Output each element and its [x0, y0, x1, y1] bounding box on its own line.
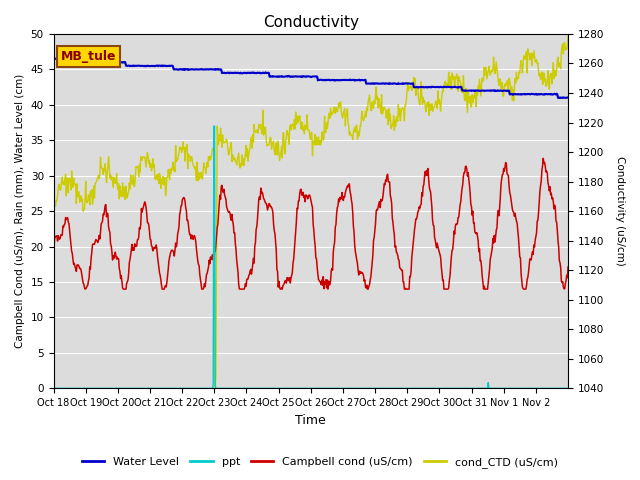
Campbell cond (uS/cm) — [540, 156, 547, 161]
Campbell cond (uS/cm) — [205, 257, 213, 263]
ppt — [110, 385, 118, 391]
Campbell cond (uS/cm) — [364, 286, 372, 292]
Campbell cond (uS/cm) — [81, 286, 89, 292]
cond_CTD (uS/cm) — [250, 121, 258, 127]
Water Level — [250, 70, 258, 76]
Water Level — [205, 66, 213, 72]
Water Level — [393, 81, 401, 87]
cond_CTD (uS/cm) — [364, 99, 372, 105]
ppt — [364, 385, 372, 391]
ppt — [393, 385, 401, 391]
Campbell cond (uS/cm) — [564, 264, 572, 270]
ppt — [564, 385, 572, 391]
Line: Campbell cond (uS/cm): Campbell cond (uS/cm) — [54, 158, 568, 289]
Water Level — [364, 81, 372, 86]
Title: Conductivity: Conductivity — [263, 15, 359, 30]
Campbell cond (uS/cm) — [250, 260, 258, 266]
Y-axis label: Conductivity (uS/cm): Conductivity (uS/cm) — [615, 156, 625, 266]
Water Level — [231, 70, 239, 76]
cond_CTD (uS/cm) — [110, 174, 118, 180]
Campbell cond (uS/cm) — [111, 252, 118, 258]
Line: Water Level: Water Level — [54, 58, 568, 98]
ppt — [210, 123, 218, 129]
ppt — [205, 385, 212, 391]
Legend: Water Level, ppt, Campbell cond (uS/cm), cond_CTD (uS/cm): Water Level, ppt, Campbell cond (uS/cm),… — [77, 452, 563, 472]
Water Level — [65, 55, 73, 61]
Campbell cond (uS/cm) — [393, 250, 401, 256]
X-axis label: Time: Time — [296, 414, 326, 427]
Water Level — [50, 56, 58, 61]
Water Level — [111, 59, 118, 65]
cond_CTD (uS/cm) — [50, 203, 58, 209]
cond_CTD (uS/cm) — [231, 155, 239, 161]
Line: ppt: ppt — [54, 126, 568, 388]
Line: cond_CTD (uS/cm): cond_CTD (uS/cm) — [54, 36, 568, 388]
ppt — [50, 385, 58, 391]
cond_CTD (uS/cm) — [211, 385, 218, 391]
ppt — [231, 385, 239, 391]
Campbell cond (uS/cm) — [50, 243, 58, 249]
cond_CTD (uS/cm) — [205, 154, 212, 159]
Text: MB_tule: MB_tule — [61, 50, 116, 63]
Y-axis label: Campbell Cond (uS/m), Rain (mm), Water Level (cm): Campbell Cond (uS/m), Rain (mm), Water L… — [15, 74, 25, 348]
Water Level — [564, 95, 572, 101]
cond_CTD (uS/cm) — [393, 115, 401, 121]
cond_CTD (uS/cm) — [564, 33, 572, 39]
Campbell cond (uS/cm) — [231, 230, 239, 236]
ppt — [250, 385, 258, 391]
Water Level — [555, 95, 563, 101]
